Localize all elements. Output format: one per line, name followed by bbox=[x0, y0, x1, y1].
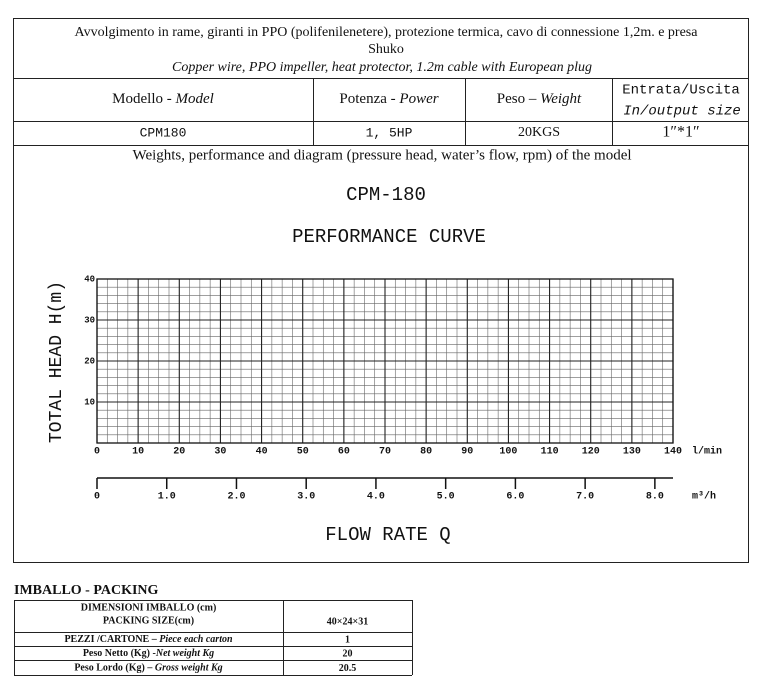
packing-label: Peso Lordo (Kg) – Gross weight Kg bbox=[74, 663, 222, 674]
packing-label: PACKING SIZE(cm) bbox=[103, 615, 194, 626]
y-tick-label: 40 bbox=[84, 274, 95, 284]
x2-tick-label: 8.0 bbox=[646, 492, 664, 503]
x2-tick-label: 6.0 bbox=[506, 492, 524, 503]
x2-tick-label: 3.0 bbox=[297, 492, 315, 503]
packing-title: IMBALLO - PACKING bbox=[14, 583, 159, 598]
spec-header: Potenza - Power bbox=[339, 91, 438, 107]
spec-header-en: In/output size bbox=[623, 104, 741, 120]
spec-header: Modello - Model bbox=[112, 91, 214, 107]
y-tick-label: 30 bbox=[84, 315, 95, 325]
spec-value: 1″*1″ bbox=[662, 124, 699, 141]
spec-header-en: Power bbox=[398, 91, 438, 107]
y-tick-label: 10 bbox=[84, 397, 95, 407]
x-tick-label: 140 bbox=[664, 447, 682, 458]
spec-value: 1, 5HP bbox=[366, 125, 413, 140]
x-unit: l/min bbox=[692, 446, 722, 458]
packing-label-it: Peso Netto (Kg) - bbox=[83, 648, 156, 659]
x-tick-label: 20 bbox=[173, 447, 185, 458]
x-tick-label: 110 bbox=[541, 447, 559, 458]
x2-tick-label: 0 bbox=[94, 492, 100, 503]
x-tick-label: 80 bbox=[420, 447, 432, 458]
packing-label: PEZZI /CARTONE – Piece each carton bbox=[64, 634, 233, 645]
outer-frame bbox=[13, 18, 749, 563]
x2-tick-label: 5.0 bbox=[437, 492, 455, 503]
x-tick-label: 120 bbox=[582, 447, 600, 458]
spec-header-en: Weight bbox=[540, 91, 582, 107]
y-axis-label: TOTAL HEAD H(m) bbox=[47, 281, 67, 443]
x-tick-label: 40 bbox=[256, 447, 268, 458]
x-tick-label: 90 bbox=[461, 447, 473, 458]
chart-subtitle: PERFORMANCE CURVE bbox=[292, 226, 486, 248]
packing-label-en: Net weight Kg bbox=[155, 648, 214, 659]
spec-value: CPM180 bbox=[140, 125, 187, 140]
packing-value: 20 bbox=[343, 648, 353, 659]
spec-header-it: Entrata/Uscita bbox=[622, 83, 740, 99]
packing-value: 40×24×31 bbox=[327, 616, 368, 627]
x-tick-label: 10 bbox=[132, 447, 144, 458]
packing-table: DIMENSIONI IMBALLO (cm) PACKING SIZE(cm) 4… bbox=[14, 600, 413, 676]
x2-tick-label: 7.0 bbox=[576, 492, 594, 503]
x-tick-label: 70 bbox=[379, 447, 391, 458]
x2-tick-label: 1.0 bbox=[158, 492, 176, 503]
x-axis-label: FLOW RATE Q bbox=[325, 524, 450, 546]
spec-header-it: Modello - bbox=[112, 91, 175, 107]
chart-title: CPM-180 bbox=[346, 184, 426, 206]
y-tick-label: 20 bbox=[84, 356, 95, 366]
caption: Weights, performance and diagram (pressu… bbox=[132, 147, 631, 163]
x2-tick-label: 4.0 bbox=[367, 492, 385, 503]
spec-header-en: Model bbox=[175, 91, 214, 107]
spec-header: Peso – Weight bbox=[497, 91, 582, 107]
spec-header-it: Peso – bbox=[497, 91, 540, 107]
x-tick-label: 130 bbox=[623, 447, 641, 458]
x-tick-label: 0 bbox=[94, 447, 100, 458]
plot-frame bbox=[96, 278, 674, 444]
x2-unit: m³/h bbox=[692, 491, 716, 503]
packing-value: 20.5 bbox=[339, 663, 357, 674]
packing-label-it: PEZZI /CARTONE – bbox=[64, 634, 159, 645]
packing-label: DIMENSIONI IMBALLO (cm) bbox=[81, 602, 217, 613]
spec-header-it: Potenza - bbox=[339, 91, 399, 107]
x-tick-label: 60 bbox=[338, 447, 350, 458]
description-it: Shuko bbox=[368, 42, 404, 57]
packing-label-it: Peso Lordo (Kg) – bbox=[74, 663, 155, 674]
packing-label-en: Piece each carton bbox=[159, 634, 233, 645]
packing-value: 1 bbox=[345, 634, 350, 645]
description-en: Copper wire, PPO impeller, heat protecto… bbox=[172, 60, 592, 75]
chart: CPM-180 PERFORMANCE CURVE TOTAL HEAD H(m) F… bbox=[47, 184, 722, 546]
x-tick-label: 100 bbox=[499, 447, 517, 458]
x2-tick-label: 2.0 bbox=[227, 492, 245, 503]
description-it: Avvolgimento in rame, giranti in PPO (po… bbox=[75, 25, 699, 40]
x-tick-label: 50 bbox=[297, 447, 309, 458]
packing-label-en: Gross weight Kg bbox=[155, 663, 223, 674]
spec-value: 20KGS bbox=[518, 125, 560, 140]
packing-label: Peso Netto (Kg) -Net weight Kg bbox=[83, 648, 214, 659]
x-tick-label: 30 bbox=[214, 447, 226, 458]
